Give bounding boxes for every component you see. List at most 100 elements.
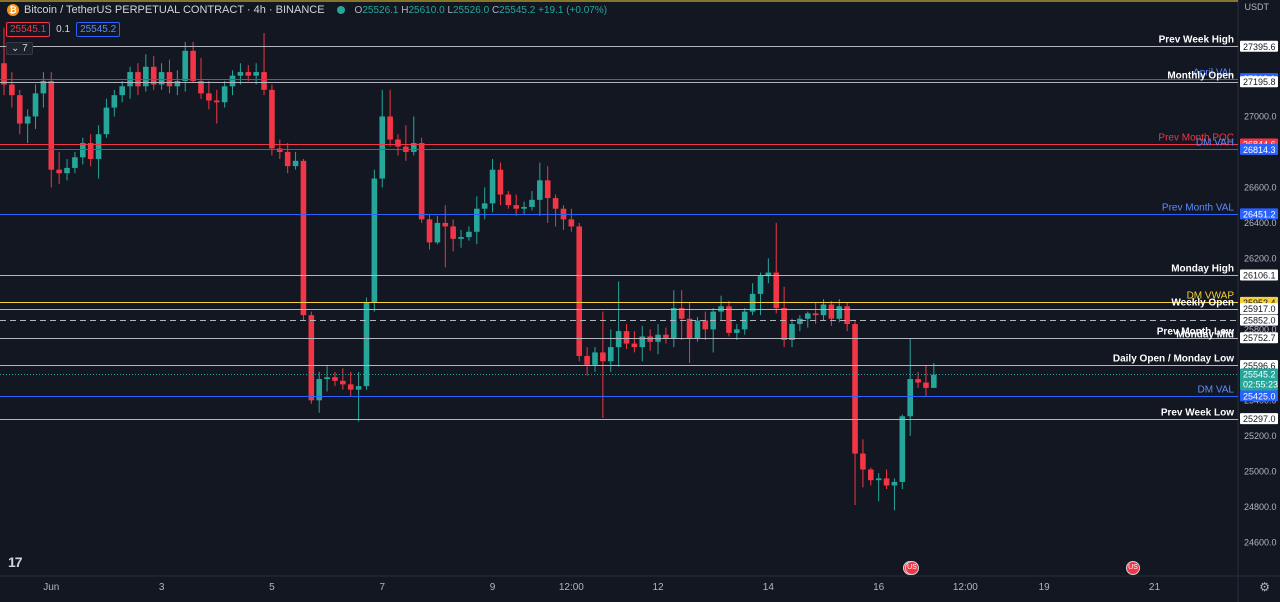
candle-body	[812, 313, 819, 316]
candle-body	[426, 219, 433, 243]
level-label: Prev Month Low	[1157, 327, 1234, 338]
price-tick-label: 24800.0	[1244, 502, 1277, 512]
candle-body	[56, 169, 62, 174]
candle-body	[694, 320, 701, 339]
candle-body	[379, 116, 386, 179]
level-label: DM VWAP	[1187, 291, 1235, 302]
candle-body	[363, 302, 370, 387]
candle-body	[340, 380, 346, 385]
indicators-toggle-button[interactable]: ⌄ 7	[6, 42, 33, 55]
settings-gear-icon[interactable]: ⚙	[1259, 580, 1270, 594]
price-tick-label: 25000.0	[1244, 466, 1277, 476]
candle-body	[355, 386, 362, 390]
time-tick-label: Jun	[43, 582, 59, 593]
buy-button[interactable]: 25545.2	[76, 22, 121, 37]
candle-body	[836, 306, 843, 319]
price-tag-bg	[1240, 314, 1278, 326]
candle-body	[765, 272, 772, 277]
us-flag-event-icon[interactable]: US	[905, 561, 919, 575]
candle-body	[119, 86, 125, 96]
candle-body	[300, 160, 307, 316]
price-tag-bg	[1240, 332, 1278, 344]
candle-body	[686, 318, 693, 339]
candle-body	[395, 139, 401, 147]
candle-body	[607, 347, 614, 362]
candle-body	[600, 352, 606, 362]
countdown-label: 02:55:23	[1243, 380, 1278, 390]
candle-body	[16, 95, 23, 124]
time-tick-label: 12	[652, 582, 664, 593]
candle-body	[418, 143, 425, 220]
time-tick-label: 19	[1039, 582, 1051, 593]
time-tick-label: 5	[269, 582, 275, 593]
price-tag-label: 25297.0	[1243, 414, 1276, 424]
candle-body	[150, 66, 157, 85]
candle-body	[497, 169, 504, 195]
price-tag-label: 25917.0	[1243, 304, 1276, 314]
time-tick-label: 14	[763, 582, 775, 593]
candle-body	[410, 143, 417, 152]
candle-body	[663, 334, 669, 339]
price-tag-bg	[1240, 303, 1278, 315]
level-label: April VAL	[1193, 68, 1234, 79]
candle-body	[726, 306, 732, 333]
candle-body	[24, 116, 31, 124]
price-tick-label: 27000.0	[1244, 111, 1277, 121]
candle-body	[450, 226, 456, 239]
time-tick-label: 3	[159, 582, 165, 593]
level-label: Prev Week High	[1159, 35, 1234, 46]
candle-body	[371, 178, 378, 303]
candle-body	[111, 95, 118, 108]
level-label: DM VAL	[1198, 385, 1235, 396]
price-tick-label: 24600.0	[1244, 537, 1277, 547]
candle-body	[474, 208, 480, 232]
candle-body	[269, 89, 275, 149]
us-flag-event-icon[interactable]: US	[1126, 561, 1140, 575]
price-tag-label: 26814.3	[1243, 145, 1276, 155]
sell-button[interactable]: 25545.1	[6, 22, 51, 37]
tradingview-logo-icon[interactable]: 17	[8, 554, 23, 570]
candle-body	[568, 219, 575, 227]
candle-body	[631, 343, 638, 348]
candle-body	[852, 324, 858, 454]
candle-body	[458, 237, 464, 239]
price-tag-bg	[1240, 208, 1278, 220]
candle-body	[95, 134, 102, 160]
level-label: Daily Open / Monday Low	[1113, 354, 1234, 365]
price-tick-label: 25200.0	[1244, 431, 1277, 441]
candle-body	[284, 151, 291, 167]
candle-body	[387, 116, 393, 140]
candle-body	[789, 324, 795, 340]
candle-body	[576, 226, 583, 356]
level-label: Monday Mid	[1176, 329, 1234, 340]
quick-trade-bar: 25545.1 0.1 25545.2	[6, 22, 121, 37]
candle-body	[615, 331, 622, 348]
price-tag-label: 25852.0	[1243, 316, 1276, 326]
currency-selector[interactable]: USDT	[1241, 1, 1272, 13]
candle-body	[80, 143, 86, 158]
candle-body	[521, 206, 527, 209]
candle-body	[324, 377, 330, 380]
quantity-field[interactable]: 0.1	[56, 24, 71, 35]
candle-body	[489, 169, 496, 204]
price-tag-label: 25752.7	[1243, 333, 1276, 343]
market-status-icon	[336, 6, 345, 14]
candle-body	[182, 50, 189, 81]
candle-body	[860, 453, 866, 470]
level-label: DM VAH	[1196, 138, 1234, 149]
candle-body	[261, 72, 267, 90]
candle-body	[64, 167, 70, 174]
time-tick-label: 12:00	[559, 582, 584, 593]
price-tag-label: 27395.6	[1243, 42, 1276, 52]
symbol-title[interactable]: Bitcoin / TetherUS PERPETUAL CONTRACT · …	[24, 4, 325, 16]
candle-body	[544, 180, 551, 199]
candle-body	[907, 379, 913, 417]
candle-body	[891, 481, 898, 486]
candle-body	[931, 374, 937, 388]
price-tag-label: 26451.2	[1243, 209, 1276, 219]
price-tag-label: 26106.1	[1243, 271, 1276, 281]
level-label: Prev Week Low	[1161, 408, 1234, 419]
time-tick-label: 21	[1149, 582, 1161, 593]
